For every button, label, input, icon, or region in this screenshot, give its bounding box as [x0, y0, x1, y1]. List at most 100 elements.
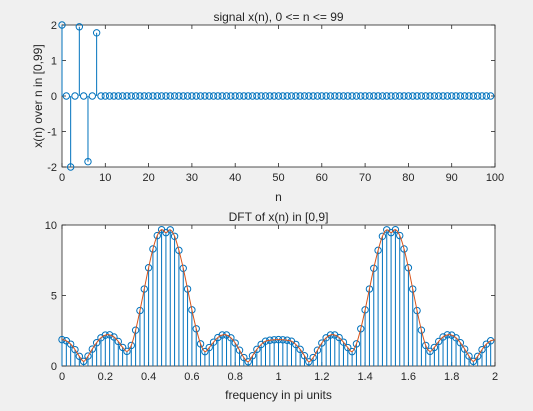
signal-marker: [131, 92, 140, 100]
dft-marker: [452, 334, 460, 342]
x-tick-label: 80: [402, 172, 414, 184]
signal-marker: [370, 92, 378, 100]
dft-marker: [253, 345, 261, 354]
x-tick-label: 0.4: [141, 371, 156, 383]
signal-marker: [413, 92, 421, 100]
dft-marker: [205, 343, 213, 352]
signal-marker: [92, 29, 101, 37]
signal-marker: [75, 23, 84, 31]
signal-marker: [378, 92, 387, 100]
signal-marker: [486, 92, 495, 100]
dft-marker: [478, 345, 486, 354]
x-tick-label: 50: [272, 172, 284, 184]
signal-marker: [435, 92, 443, 100]
signal-marker: [426, 92, 434, 100]
x-tick-label: 1.2: [314, 371, 329, 383]
dft-marker: [235, 346, 244, 354]
signal-marker: [88, 92, 97, 100]
signal-marker: [101, 92, 110, 100]
signal-marker: [218, 92, 226, 100]
dft-marker: [357, 325, 365, 333]
dft-marker: [244, 358, 252, 366]
dft-marker: [66, 340, 75, 348]
signal-marker: [144, 92, 153, 100]
dft-marker: [240, 353, 248, 362]
signal-marker: [313, 92, 322, 100]
signal-marker: [110, 92, 118, 100]
dft-marker: [305, 358, 313, 366]
x-tick-label: 1: [275, 371, 281, 383]
signal-marker: [374, 92, 382, 100]
signal-marker: [296, 92, 304, 100]
dft-marker: [170, 232, 179, 240]
signal-marker: [465, 92, 473, 100]
y-tick-label: 10: [45, 220, 57, 232]
signal-marker: [456, 92, 465, 100]
signal-marker: [62, 92, 71, 100]
x-tick-label: 1.6: [401, 371, 416, 383]
x-tick-label: 20: [142, 172, 154, 184]
signal-marker: [188, 92, 196, 100]
x-tick-label: 0.6: [184, 371, 199, 383]
dft-marker: [469, 357, 478, 366]
signal-marker: [473, 92, 482, 100]
signal-marker: [123, 92, 131, 100]
signal-marker: [309, 92, 317, 100]
signal-marker: [84, 157, 92, 166]
dft-marker: [361, 306, 369, 314]
signal-marker: [58, 21, 66, 29]
signal-marker: [183, 92, 192, 100]
dft-marker: [396, 231, 404, 240]
dft-marker: [378, 232, 387, 240]
y-tick-label: -1: [47, 127, 57, 139]
dft-marker: [318, 339, 326, 347]
dft-marker: [261, 337, 270, 345]
x-tick-label: 1.4: [357, 371, 372, 383]
y-tick-label: -2: [47, 162, 57, 174]
dft-marker: [248, 352, 257, 360]
dft-marker: [110, 333, 118, 341]
dft-marker: [92, 339, 101, 347]
x-tick-label: 0: [59, 172, 65, 184]
signal-marker: [396, 92, 404, 100]
magnitude-line: [61, 229, 496, 363]
y-tick-label: 5: [51, 291, 57, 303]
signal-marker: [292, 92, 300, 100]
dft-marker: [153, 231, 161, 240]
dft-marker: [426, 347, 434, 356]
dft-marker: [149, 245, 157, 253]
dft-marker: [179, 264, 187, 272]
dft-marker: [292, 340, 300, 349]
signal-marker: [357, 92, 365, 100]
dft-marker: [460, 345, 469, 353]
y-tick-label: 1: [51, 56, 57, 68]
signal-marker: [227, 92, 235, 100]
signal-marker: [439, 92, 447, 100]
dft-marker: [201, 347, 209, 356]
dft-marker: [192, 325, 200, 333]
dft-marker: [79, 357, 88, 366]
signal-marker: [331, 92, 339, 100]
signal-marker: [266, 92, 274, 100]
signal-marker: [409, 92, 417, 100]
dft-marker: [456, 339, 465, 347]
dft-marker: [422, 341, 430, 350]
dft-marker: [114, 337, 122, 346]
y-tick-label: 0: [51, 361, 57, 373]
dft-marker: [439, 333, 447, 341]
x-tick-label: 10: [99, 172, 111, 184]
y-tick-label: 2: [51, 20, 57, 32]
signal-marker: [175, 92, 183, 100]
dft-marker: [144, 264, 153, 272]
dft-marker: [214, 333, 222, 342]
plot-area-signal: [61, 24, 496, 168]
signal-marker: [244, 92, 252, 100]
dft-marker: [175, 246, 183, 255]
signal-marker: [205, 92, 213, 100]
signal-marker: [66, 163, 75, 171]
signal-marker: [214, 92, 222, 100]
dft-marker: [339, 338, 348, 346]
signal-marker: [417, 92, 426, 100]
dft-marker: [140, 285, 148, 293]
signal-marker: [179, 92, 187, 100]
